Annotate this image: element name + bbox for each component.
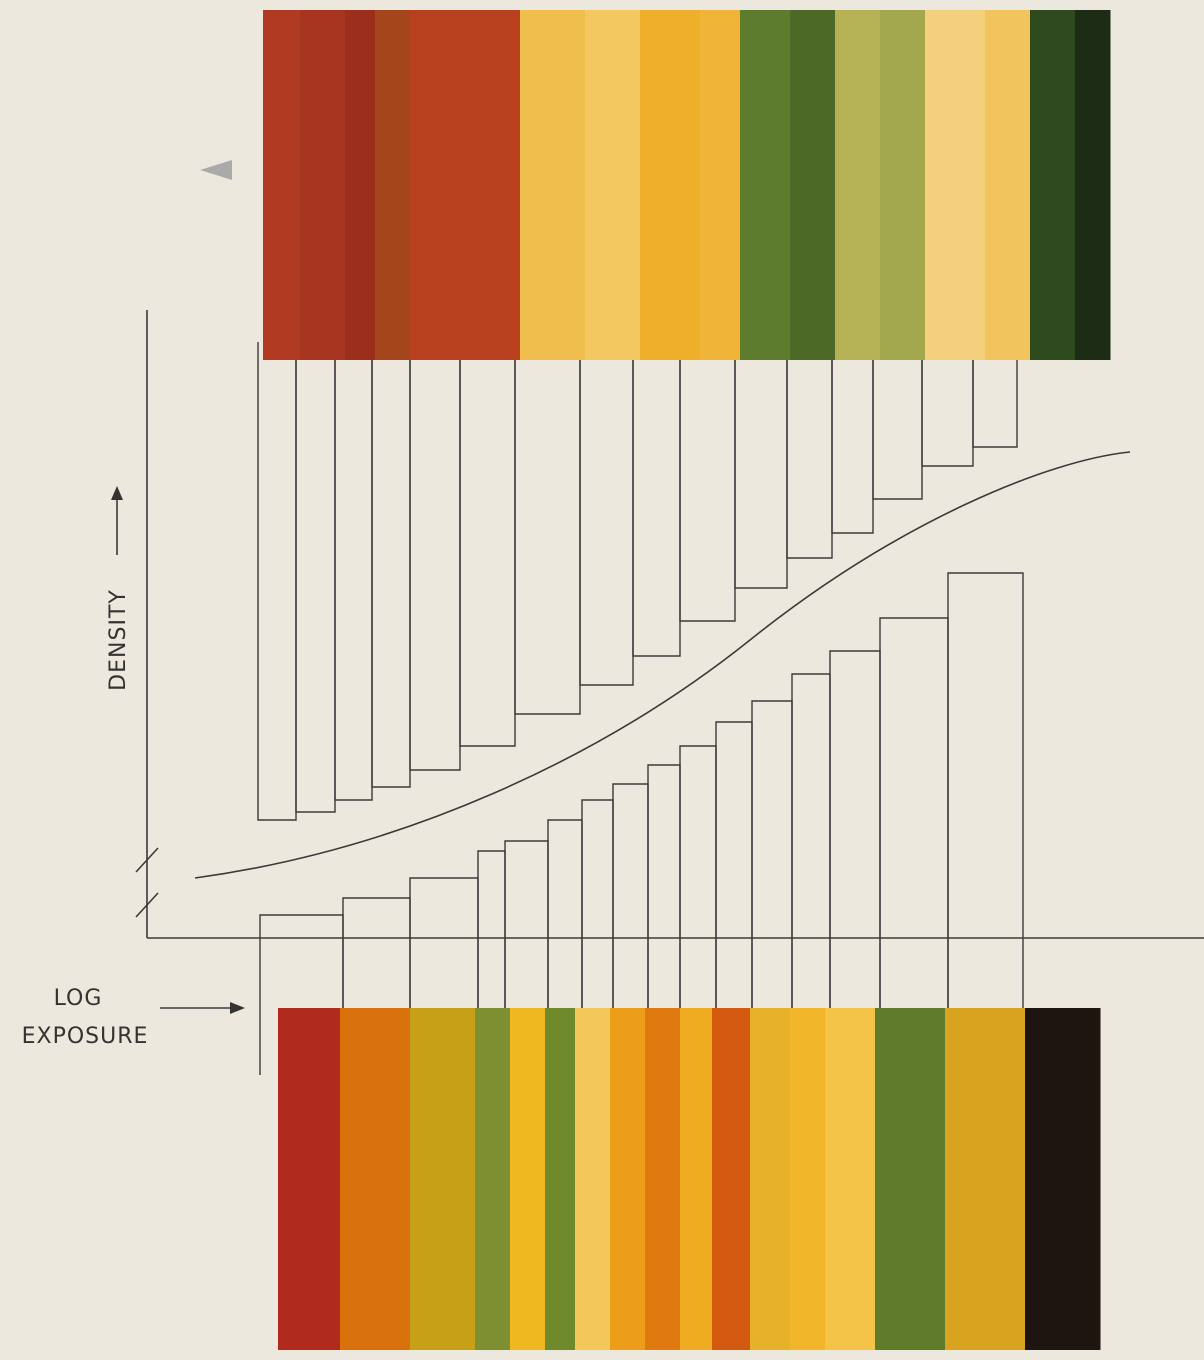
color-band (410, 1008, 476, 1350)
color-band (712, 1008, 751, 1350)
step-outline (947, 572, 1024, 1008)
color-band (875, 1008, 946, 1350)
color-band (740, 10, 791, 360)
bottom-film-strip (278, 1008, 1101, 1350)
color-band (880, 10, 926, 360)
color-band (610, 1008, 646, 1350)
step-wedges (257, 342, 1024, 1075)
axis-break (135, 847, 159, 873)
color-band (510, 1008, 546, 1350)
color-band (585, 10, 641, 360)
arrow-head (111, 486, 123, 500)
color-band (985, 10, 1031, 360)
color-band (545, 1008, 576, 1350)
color-band (835, 10, 881, 360)
characteristic-curve (194, 451, 1131, 879)
color-band (278, 1008, 341, 1350)
color-band (680, 1008, 713, 1350)
color-band (475, 1008, 511, 1350)
color-band (790, 1008, 826, 1350)
color-band (790, 10, 836, 360)
color-band (925, 10, 986, 360)
color-band (263, 10, 301, 360)
color-band (375, 10, 411, 360)
color-band (1030, 10, 1076, 360)
y-axis-label: DENSITY (106, 589, 131, 691)
step-outline (972, 360, 1018, 448)
film-marker (200, 160, 232, 180)
color-band (345, 10, 376, 360)
x-axis-label: LOG (54, 986, 103, 1011)
top-film-strip (263, 10, 1111, 360)
x-axis-label: EXPOSURE (22, 1024, 149, 1049)
color-band (645, 1008, 681, 1350)
color-band (300, 10, 346, 360)
color-band (520, 10, 586, 360)
axis-break (135, 892, 159, 918)
color-band (575, 1008, 611, 1350)
color-band (640, 10, 701, 360)
color-band (825, 1008, 876, 1350)
color-band (945, 1008, 1026, 1350)
color-band (1025, 1008, 1101, 1350)
color-band (410, 10, 521, 360)
color-band (340, 1008, 411, 1350)
color-band (1075, 10, 1111, 360)
arrow-head (230, 1002, 245, 1014)
color-band (750, 1008, 791, 1350)
color-band (700, 10, 741, 360)
